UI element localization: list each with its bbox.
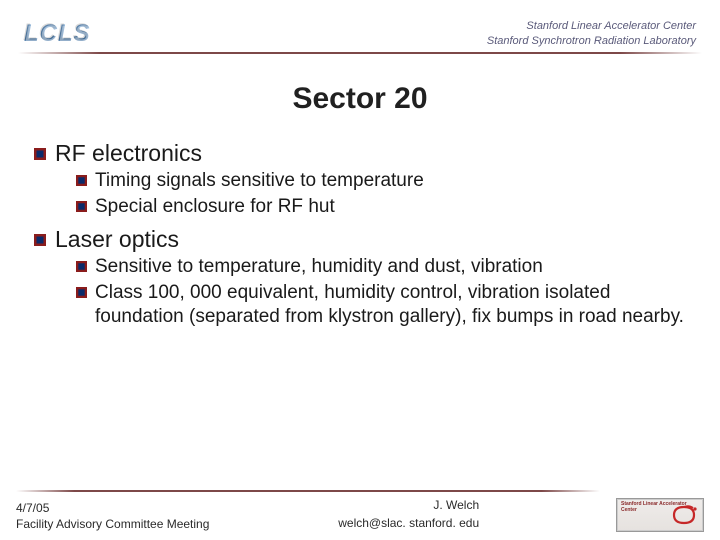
footer-email: welch@slac. stanford. edu [338, 514, 479, 532]
org-line-2: Stanford Synchrotron Radiation Laborator… [487, 34, 696, 49]
bullet-level1: RF electronics [34, 140, 686, 167]
header-divider [18, 52, 702, 54]
bullet-level2: Timing signals sensitive to temperature [76, 169, 686, 193]
bullet-icon [76, 287, 87, 298]
bullet-icon [76, 261, 87, 272]
footer-date: 4/7/05 [16, 500, 209, 516]
bullet-icon [34, 148, 46, 160]
bullet-level2: Special enclosure for RF hut [76, 195, 686, 219]
ssrl-logo: Stanford Linear Accelerator Center [616, 498, 704, 532]
slide-footer: 4/7/05 Facility Advisory Committee Meeti… [0, 490, 720, 540]
bullet-text: Laser optics [55, 226, 179, 253]
bullet-text: Class 100, 000 equivalent, humidity cont… [95, 281, 686, 330]
footer-divider [16, 490, 600, 492]
bullet-icon [34, 234, 46, 246]
slide-header: LCLS Stanford Linear Accelerator Center … [0, 0, 720, 60]
footer-author-block: J. Welch welch@slac. stanford. edu [338, 496, 479, 532]
bullet-level2: Sensitive to temperature, humidity and d… [76, 255, 686, 279]
footer-left: 4/7/05 Facility Advisory Committee Meeti… [16, 500, 209, 532]
slide-title: Sector 20 [0, 82, 720, 116]
bullet-level2: Class 100, 000 equivalent, humidity cont… [76, 281, 686, 330]
slide-content: RF electronics Timing signals sensitive … [0, 116, 720, 330]
bullet-icon [76, 201, 87, 212]
bullet-text: Special enclosure for RF hut [95, 195, 335, 219]
org-line-1: Stanford Linear Accelerator Center [487, 19, 696, 34]
sub-bullets: Timing signals sensitive to temperature … [34, 169, 686, 220]
lcls-logo: LCLS [18, 20, 91, 48]
footer-meeting: Facility Advisory Committee Meeting [16, 516, 209, 532]
bullet-text: RF electronics [55, 140, 202, 167]
footer-author: J. Welch [338, 496, 479, 514]
bullet-icon [76, 175, 87, 186]
ssrl-logo-label: Stanford Linear Accelerator Center [621, 502, 703, 513]
bullet-text: Timing signals sensitive to temperature [95, 169, 424, 193]
bullet-level1: Laser optics [34, 226, 686, 253]
sub-bullets: Sensitive to temperature, humidity and d… [34, 255, 686, 330]
bullet-text: Sensitive to temperature, humidity and d… [95, 255, 543, 279]
org-label: Stanford Linear Accelerator Center Stanf… [487, 19, 702, 49]
